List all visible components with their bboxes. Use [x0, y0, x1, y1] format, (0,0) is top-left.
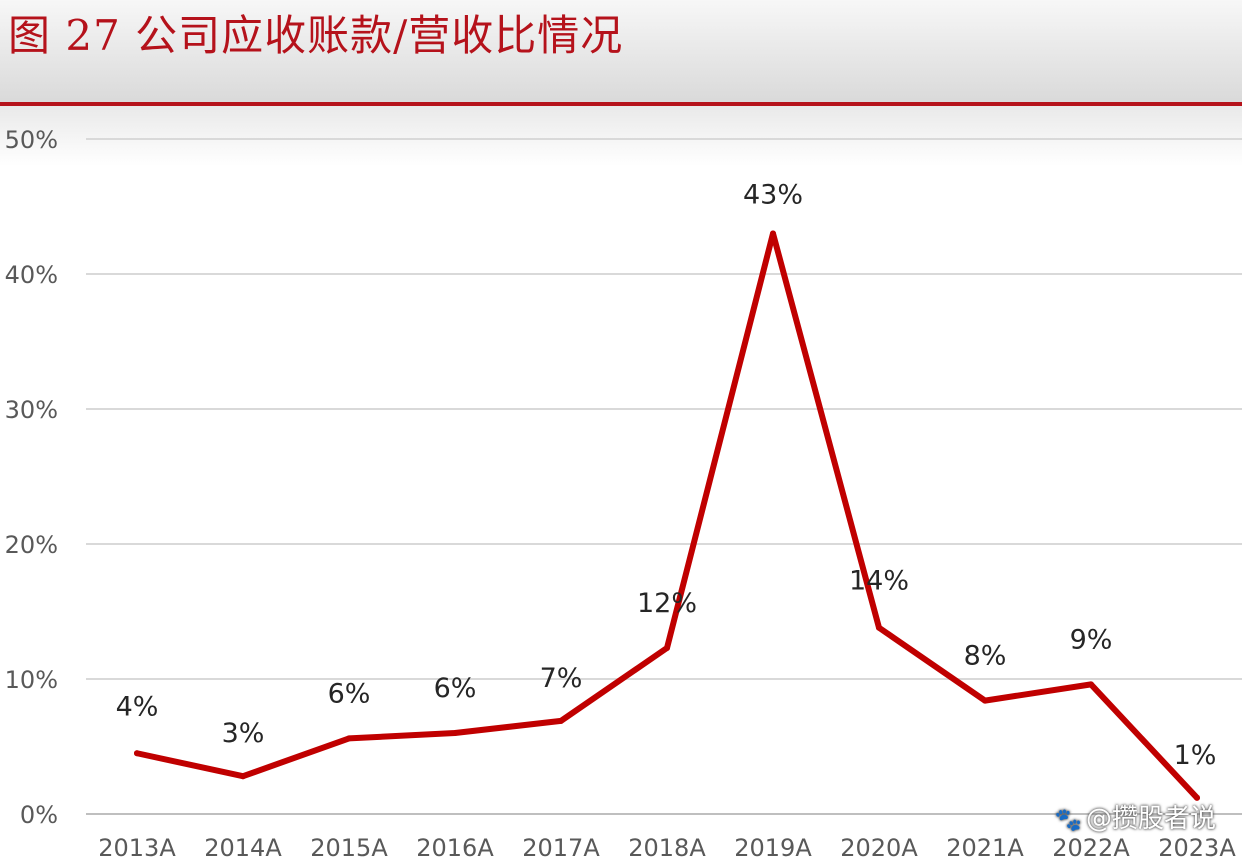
header-band — [0, 0, 1242, 104]
x-tick-label: 2021A — [946, 834, 1024, 860]
x-tick-label: 2020A — [840, 834, 918, 860]
data-label: 9% — [1070, 624, 1113, 655]
x-tick-label: 2016A — [416, 834, 494, 860]
data-label: 1% — [1174, 740, 1217, 771]
data-label: 6% — [434, 673, 477, 704]
chart-title: 图 27 公司应收账款/营收比情况 — [8, 11, 624, 60]
data-point — [876, 624, 882, 631]
data-point — [770, 230, 776, 237]
x-tick-label: 2018A — [628, 834, 706, 860]
y-tick-label: 50% — [5, 126, 58, 154]
x-tick-label: 2023A — [1158, 834, 1236, 860]
data-point — [452, 730, 458, 736]
data-label: 8% — [964, 641, 1007, 672]
data-point — [1088, 681, 1094, 688]
paw-icon: 🐾 — [1054, 808, 1082, 833]
header-shadow — [0, 106, 1242, 166]
data-point — [240, 773, 246, 780]
y-tick-label: 20% — [5, 531, 58, 559]
data-point — [664, 644, 670, 651]
x-tick-label: 2014A — [204, 834, 282, 860]
x-tick-label: 2017A — [522, 834, 600, 860]
data-point — [982, 697, 988, 704]
data-label: 6% — [328, 678, 371, 709]
data-label: 7% — [540, 663, 583, 694]
data-label: 43% — [743, 180, 803, 211]
y-tick-label: 10% — [5, 666, 58, 694]
data-point — [134, 750, 140, 757]
data-point — [1194, 794, 1200, 801]
x-tick-label: 2022A — [1052, 834, 1130, 860]
x-tick-label: 2019A — [734, 834, 812, 860]
y-tick-label: 40% — [5, 261, 58, 289]
y-tick-label: 0% — [20, 801, 58, 829]
watermark-text: @攒股者说 — [1085, 804, 1216, 834]
x-tick-label: 2013A — [98, 834, 176, 860]
data-label: 4% — [116, 691, 159, 722]
watermark: 🐾 @攒股者说 — [1055, 798, 1216, 835]
y-tick-label: 30% — [5, 396, 58, 424]
data-point — [558, 717, 564, 724]
title-divider — [0, 102, 1242, 106]
data-label: 14% — [849, 566, 909, 597]
series-line — [134, 230, 1200, 801]
data-label: 12% — [637, 588, 697, 619]
data-point — [346, 735, 352, 742]
data-label: 3% — [222, 718, 265, 749]
x-tick-label: 2015A — [310, 834, 388, 860]
